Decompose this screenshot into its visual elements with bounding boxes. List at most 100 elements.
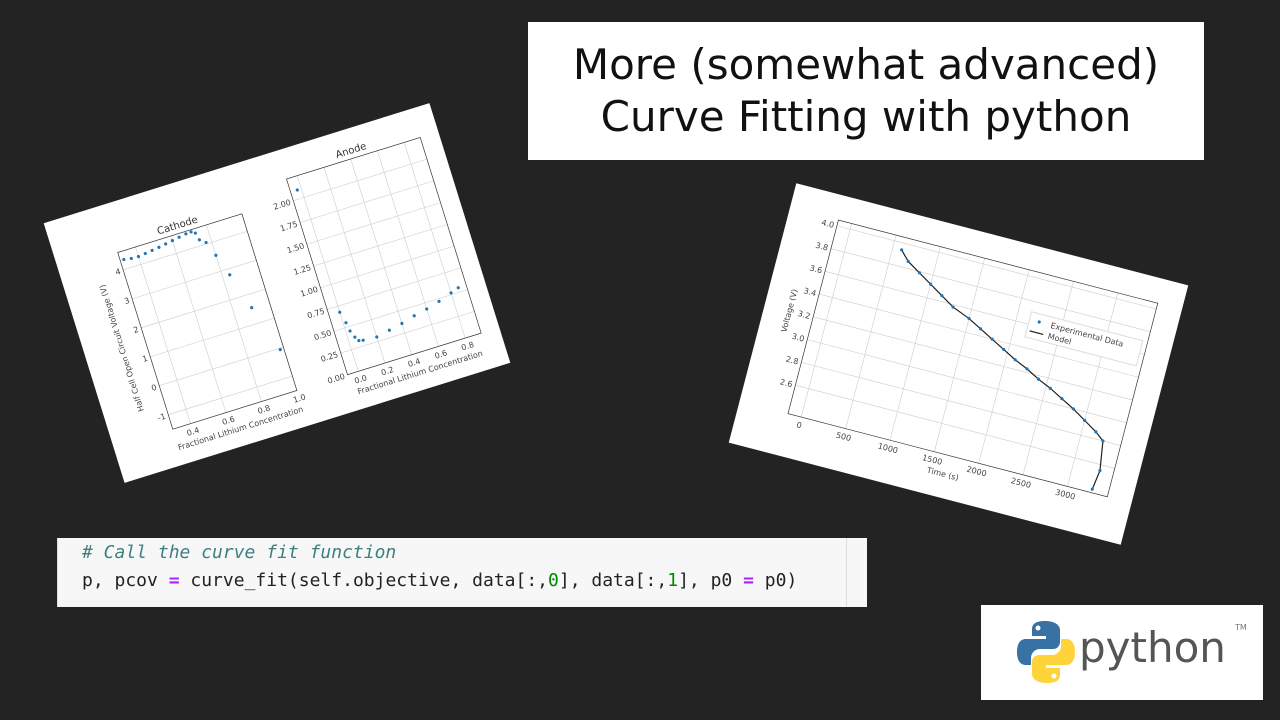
y-tick-label: 4.0 (820, 218, 835, 230)
data-point (189, 230, 193, 234)
data-point (295, 188, 299, 192)
discharge-chart-card: 0 500 1000 1500 2000 2500 3000 2.6 2.8 3.0 3.2 3.4 3… (728, 183, 1189, 545)
data-point (449, 291, 453, 295)
x-gridline (206, 224, 262, 402)
x-tick-label: 0.4 (407, 357, 422, 369)
data-point (1094, 430, 1098, 434)
y-tick-label: -1 (157, 412, 167, 423)
data-point (1071, 407, 1075, 411)
x-tick-label: 1500 (921, 453, 943, 467)
x-gridline (403, 142, 466, 339)
data-point (1002, 347, 1006, 352)
y-gridline (795, 384, 1115, 469)
code-text: ], data[:, (558, 570, 668, 591)
x-tick-label: 0.6 (221, 415, 236, 427)
data-point (456, 286, 460, 290)
y-gridline (299, 180, 434, 223)
code-number: 1 (667, 570, 679, 591)
y-tick-label: 0.25 (320, 350, 340, 364)
code-comment: # Call the curve fit function (82, 542, 397, 563)
half-cell-chart-card: 0.4 0.6 0.8 1.0 -1 0 1 2 3 4 Cathode Fractional Lit… (43, 103, 511, 483)
x-tick-label: 2500 (1010, 476, 1032, 490)
y-tick-label: 2 (132, 325, 140, 335)
data-point (1083, 418, 1087, 422)
y-tick-label: 0.50 (313, 328, 333, 342)
python-snake-icon (1017, 621, 1075, 683)
data-point (177, 235, 181, 239)
y-tick-label: 3.0 (791, 332, 806, 344)
y-gridline (150, 317, 275, 358)
code-cell: # Call the curve fit function p, pcov = … (57, 538, 867, 607)
y-gridline (132, 259, 257, 300)
cell-divider (846, 538, 847, 607)
y-tick-label: 1.00 (299, 285, 319, 299)
data-point (1036, 377, 1041, 381)
data-point (197, 238, 201, 242)
data-point (344, 321, 348, 325)
y-gridline (168, 375, 293, 415)
data-point (967, 316, 971, 321)
y-gridline (830, 248, 1151, 333)
data-point (170, 238, 174, 243)
code-line: p, pcov = curve_fit(self.objective, data… (82, 570, 797, 591)
code-operator: = (168, 570, 180, 591)
data-point (250, 306, 254, 310)
code-operator: = (743, 570, 754, 591)
trademark: TM (1235, 623, 1247, 632)
x-axis-label: Fractional Lithium Concentration (356, 349, 483, 396)
data-point (1048, 386, 1052, 390)
legend-box (1024, 311, 1144, 367)
y-axis-label: Voltage (V) (780, 288, 800, 333)
data-point (951, 305, 955, 309)
y-gridline (813, 316, 1133, 401)
data-point (122, 257, 126, 262)
data-point (184, 232, 188, 236)
y-tick-label: 0.00 (326, 372, 346, 386)
data-point (400, 321, 404, 326)
y-gridline (801, 362, 1121, 446)
x-tick-label: 0 (796, 420, 803, 430)
data-point (978, 327, 983, 331)
y-tick-label: 3.6 (809, 263, 824, 275)
y-tick-label: 2.00 (272, 198, 292, 212)
data-point (387, 328, 391, 332)
x-tick-label: 0.8 (257, 403, 272, 415)
y-tick-label: 4 (114, 267, 122, 277)
y-gridline (836, 225, 1157, 310)
data-point (348, 329, 352, 333)
data-point (1025, 367, 1029, 371)
data-point (437, 299, 441, 303)
code-number: 0 (548, 570, 559, 591)
chart-title: Anode (334, 141, 368, 161)
data-point (425, 307, 429, 311)
title-line-1: More (somewhat advanced) (572, 40, 1160, 89)
x-tick-label: 1000 (877, 441, 899, 455)
code-text: p, pcov (82, 570, 169, 591)
y-gridline (327, 267, 461, 310)
y-gridline (333, 289, 468, 332)
y-gridline (807, 339, 1127, 424)
plot-frame (117, 213, 298, 430)
data-point (204, 240, 208, 245)
plot-frame (286, 136, 482, 376)
y-tick-label: 3 (123, 296, 131, 306)
code-text: curve_fit(self.objective, data[:, (179, 570, 549, 591)
y-tick-label: 3.4 (803, 286, 818, 298)
x-gridline (296, 175, 359, 372)
title-line-2: Curve Fitting with python (600, 92, 1132, 141)
data-point (940, 294, 944, 298)
y-gridline (293, 158, 428, 202)
data-point (338, 310, 342, 314)
y-gridline (340, 311, 475, 354)
y-gridline (123, 230, 248, 271)
y-gridline (159, 346, 284, 387)
data-point (136, 254, 141, 259)
y-gridline (306, 202, 441, 245)
data-point (357, 339, 361, 343)
data-point (1101, 439, 1105, 443)
data-point (1013, 358, 1017, 362)
python-wordmark: python (1079, 623, 1226, 672)
data-point (214, 253, 218, 257)
python-logo: python TM (981, 605, 1263, 700)
y-tick-label: 3.8 (814, 241, 829, 253)
